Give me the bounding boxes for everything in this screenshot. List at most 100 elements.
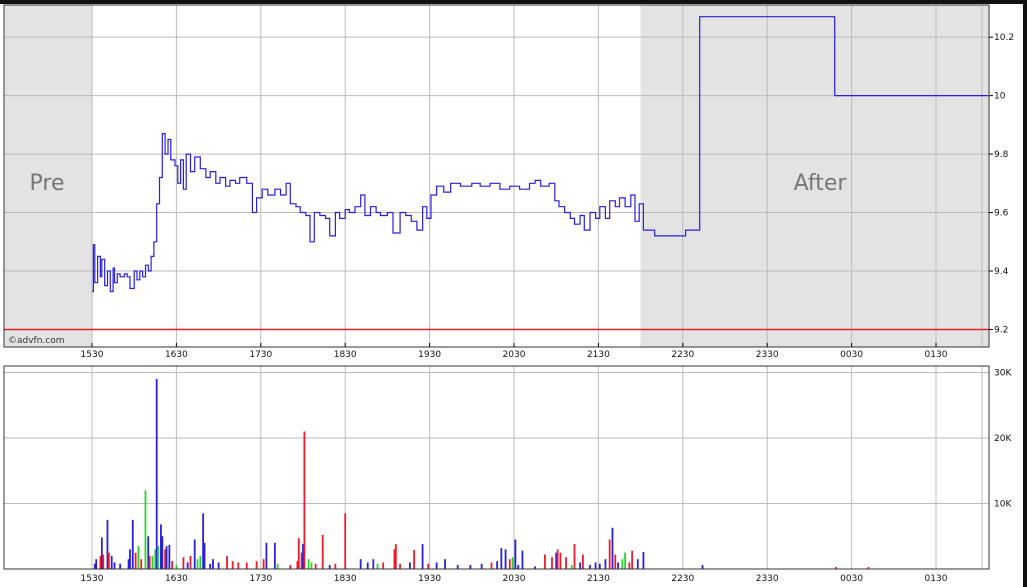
volume-bar bbox=[245, 562, 248, 569]
volume-bar bbox=[394, 544, 397, 569]
volume-x-tick-label: 2030 bbox=[503, 574, 526, 584]
volume-bar bbox=[182, 557, 185, 569]
volume-bar bbox=[399, 563, 401, 569]
price-x-tick-label: 0130 bbox=[925, 350, 948, 360]
volume-bar bbox=[102, 554, 105, 569]
volume-bar bbox=[296, 561, 299, 569]
volume-bar bbox=[273, 542, 276, 569]
volume-bar bbox=[131, 519, 134, 569]
price-line bbox=[92, 16, 988, 293]
volume-bar bbox=[642, 551, 645, 569]
volume-x-tick-label: 1930 bbox=[418, 574, 441, 584]
volume-bar bbox=[144, 490, 147, 569]
volume-bar bbox=[480, 563, 483, 569]
volume-bar bbox=[559, 552, 562, 569]
volume-bar bbox=[621, 559, 624, 569]
volume-bar bbox=[161, 536, 164, 569]
volume-bar bbox=[140, 559, 143, 569]
volume-bar bbox=[555, 552, 558, 569]
volume-bar bbox=[113, 562, 116, 569]
volume-bar bbox=[444, 559, 446, 569]
volume-bar bbox=[624, 552, 627, 569]
volume-bar bbox=[382, 562, 385, 569]
volume-panel-border bbox=[3, 365, 990, 570]
volume-panel: 1530 1630 1730 1830 1930 2030 2130 2230 2330 0030… bbox=[3, 365, 1012, 584]
volume-bar bbox=[628, 562, 631, 569]
volume-bar bbox=[570, 565, 573, 569]
volume-bar bbox=[262, 559, 265, 569]
volume-x-tick-label: 0030 bbox=[840, 574, 863, 584]
volume-bar bbox=[544, 554, 546, 569]
price-y-tick-label: 9.6 bbox=[994, 209, 1009, 219]
volume-bar bbox=[617, 562, 619, 569]
price-y-tick-label: 10 bbox=[994, 92, 1006, 102]
volume-x-tick-label: 1730 bbox=[249, 574, 272, 584]
volume-bar bbox=[155, 379, 158, 569]
volume-bar bbox=[134, 552, 137, 569]
volume-bar bbox=[157, 546, 160, 569]
volume-bar bbox=[175, 565, 178, 569]
volume-bar bbox=[521, 550, 524, 569]
volume-bar bbox=[534, 566, 536, 569]
volume-bar bbox=[435, 562, 438, 569]
volume-bar bbox=[212, 559, 214, 569]
price-panel-border bbox=[3, 4, 990, 348]
volume-bar bbox=[490, 562, 493, 569]
volume-bar bbox=[344, 513, 347, 569]
volume-bar bbox=[514, 539, 517, 569]
price-x-tick-label: 1530 bbox=[81, 350, 104, 360]
volume-bar bbox=[196, 559, 199, 569]
volume-bar bbox=[867, 567, 870, 569]
volume-bar bbox=[171, 561, 174, 569]
volume-bar bbox=[636, 559, 639, 569]
volume-bar bbox=[469, 565, 472, 569]
volume-bar bbox=[203, 542, 206, 569]
volume-bar bbox=[504, 549, 507, 569]
volume-bar bbox=[359, 559, 362, 569]
price-x-tick-label: 2330 bbox=[756, 350, 779, 360]
pre-market-label: Pre bbox=[30, 171, 65, 196]
volume-bar bbox=[95, 559, 98, 569]
volume-bar bbox=[376, 563, 379, 569]
volume-bar bbox=[614, 554, 617, 569]
volume-x-tick-label: 1630 bbox=[165, 574, 188, 584]
volume-bar bbox=[137, 546, 140, 569]
volume-bar bbox=[598, 563, 601, 569]
volume-bar bbox=[835, 567, 838, 569]
volume-bar bbox=[314, 563, 317, 569]
price-x-tick-label: 1830 bbox=[334, 350, 357, 360]
volume-bar bbox=[631, 550, 634, 569]
volume-bar bbox=[209, 563, 212, 569]
volume-bar bbox=[328, 565, 331, 569]
volume-bar bbox=[456, 565, 459, 569]
volume-bar bbox=[164, 549, 167, 569]
volume-bar bbox=[189, 555, 192, 569]
volume-bar bbox=[310, 562, 313, 569]
volume-bar bbox=[413, 550, 416, 569]
volume-y-tick-label: 30K bbox=[994, 369, 1012, 379]
volume-bar bbox=[565, 557, 567, 569]
volume-bar bbox=[165, 546, 168, 569]
volume-bar bbox=[307, 559, 310, 569]
volume-bar bbox=[110, 555, 113, 569]
volume-bar bbox=[366, 562, 369, 569]
price-x-tick-label: 2030 bbox=[503, 350, 526, 360]
price-x-tick-label: 1630 bbox=[165, 350, 188, 360]
volume-bar bbox=[303, 431, 306, 569]
price-panel: 1530 1630 1730 1830 1930 2030 2130 2230 2330 0030… bbox=[3, 4, 1014, 360]
volume-bar bbox=[106, 519, 109, 569]
volume-bar bbox=[608, 539, 611, 569]
volume-bar bbox=[556, 549, 559, 569]
volume-bar bbox=[148, 555, 151, 569]
price-y-tick-label: 10.2 bbox=[994, 33, 1014, 43]
price-x-tick-label: 2230 bbox=[671, 350, 694, 360]
price-x-tick-label: 2130 bbox=[587, 350, 610, 360]
volume-bar bbox=[427, 563, 430, 569]
volume-x-tick-label: 2330 bbox=[756, 574, 779, 584]
volume-bar bbox=[334, 563, 337, 569]
volume-bar bbox=[231, 561, 234, 569]
volume-bar bbox=[300, 552, 303, 569]
volume-bar bbox=[93, 563, 96, 569]
price-x-tick-label: 1730 bbox=[249, 350, 272, 360]
